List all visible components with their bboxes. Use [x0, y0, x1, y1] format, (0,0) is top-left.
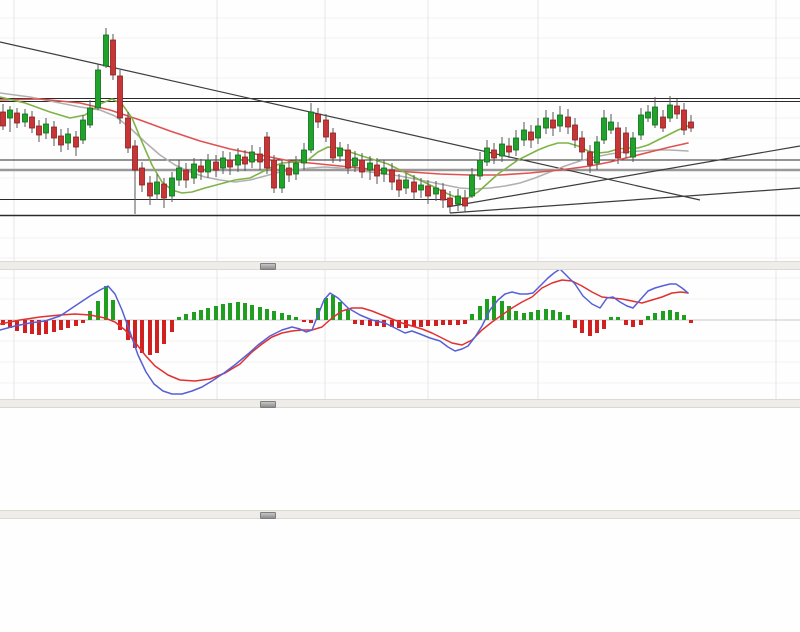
- stochastic-panel[interactable]: [0, 519, 800, 632]
- gridlines: [0, 270, 800, 399]
- panel-divider-3[interactable]: [0, 510, 800, 519]
- price-panel[interactable]: [0, 0, 800, 261]
- macd-panel[interactable]: [0, 270, 800, 399]
- gridlines: [0, 0, 800, 261]
- macd-lines: [0, 270, 689, 395]
- panel-divider-2[interactable]: [0, 399, 800, 408]
- candles-layer: [0, 28, 694, 214]
- trendlines: [0, 41, 800, 214]
- divider-drag-handle-icon[interactable]: [260, 512, 276, 519]
- oscillator-panel[interactable]: [0, 408, 800, 510]
- panel-divider-1[interactable]: [0, 261, 800, 270]
- divider-drag-handle-icon[interactable]: [260, 401, 276, 408]
- divider-drag-handle-icon[interactable]: [260, 263, 276, 270]
